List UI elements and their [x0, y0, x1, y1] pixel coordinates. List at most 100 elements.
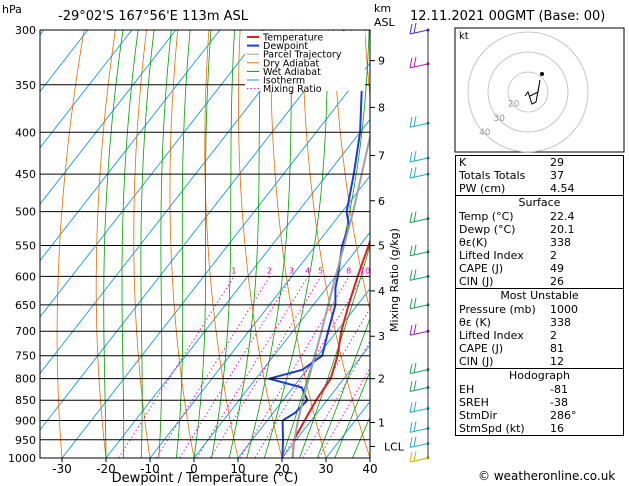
- sreh-value: -38: [550, 396, 568, 409]
- pressure-tick-label: 300: [15, 24, 36, 37]
- tt-value: 37: [550, 169, 564, 182]
- km-tick-label: 9: [378, 55, 385, 68]
- wind-barb-flag: [413, 211, 417, 222]
- km-label: km: [374, 2, 391, 15]
- wet-adiabat-line: [193, 30, 212, 458]
- wind-barb-flag: [409, 437, 413, 448]
- surface-title: Surface: [518, 196, 561, 209]
- wind-barb-staff: [409, 173, 429, 179]
- wind-barb-flag: [409, 298, 413, 309]
- wind-barb-flag: [409, 245, 413, 256]
- pressure-tick-label: 400: [15, 126, 36, 139]
- wind-barb-flag: [413, 150, 417, 162]
- wind-barb-flag: [413, 362, 417, 373]
- stmdir-label: StmDir: [459, 409, 498, 422]
- most-unstable-section: Most Unstable Pressure (mb) 1000 θε (K) 33…: [456, 288, 623, 368]
- cin-label: CIN (J): [459, 275, 494, 288]
- dewp-value: 20.1: [550, 223, 575, 236]
- mixing-ratio-line: [239, 276, 350, 458]
- wind-barb-flag: [409, 212, 413, 223]
- wind-barb-flag: [409, 422, 413, 433]
- km-tick-label: 2: [378, 373, 385, 386]
- x-axis-label: Dewpoint / Temperature (°C): [112, 471, 299, 486]
- hodograph-ring-label: 40: [479, 128, 491, 138]
- pressure-tick-label: 950: [15, 434, 36, 447]
- wind-barb-flag: [409, 168, 413, 179]
- temperature-tick-label: 10: [230, 462, 245, 476]
- km-tick-label: 8: [378, 101, 385, 114]
- hodograph-ring-label: 20: [508, 99, 520, 109]
- wind-barb-flag: [409, 381, 413, 392]
- wind-barb-staff: [409, 122, 429, 128]
- temp-label: Temp (°C): [459, 210, 514, 223]
- wet-adiabat-line: [334, 370, 370, 458]
- mixing-ratio-line: [318, 367, 370, 458]
- wind-barb-flag: [409, 270, 413, 281]
- km-tick-label: 6: [378, 195, 385, 208]
- isotherm-line: [237, 288, 370, 458]
- legend-label: Wet Adiabat: [263, 67, 321, 78]
- wind-barb-staff: [409, 427, 429, 433]
- mu-li-value: 2: [550, 329, 557, 342]
- wind-barb-staff: [409, 63, 429, 69]
- wind-barb-flag: [409, 57, 413, 68]
- wind-barb-flag: [409, 23, 413, 35]
- isotherm-line: [149, 175, 370, 458]
- mixing-ratio-axis-label: Mixing Ratio (g/kg): [388, 228, 401, 332]
- wind-barb-staff: [409, 330, 429, 336]
- hodograph-storm-motion: [540, 72, 544, 76]
- wind-barb-flag: [413, 167, 417, 178]
- wind-barb-flag: [413, 450, 417, 462]
- pressure-tick-label: 600: [15, 270, 36, 283]
- mixing-ratio-label: 2: [267, 266, 272, 275]
- isotherm-line: [40, 30, 353, 431]
- mu-pres-label: Pressure (mb): [459, 303, 536, 316]
- wind-barb-flag: [413, 297, 417, 308]
- temperature-tick-label: 20: [274, 462, 289, 476]
- wind-barb-flag: [409, 363, 413, 374]
- hodograph-unit-label: kt: [459, 31, 469, 42]
- hodograph-trace: [524, 79, 541, 105]
- copyright-footer: © weatheronline.co.uk: [478, 469, 616, 483]
- pressure-tick-label: 750: [15, 350, 36, 363]
- dewp-label: Dewp (°C): [459, 223, 516, 236]
- mixing-ratio-line: [118, 276, 235, 458]
- tt-label: Totals Totals: [459, 169, 526, 182]
- wind-barb-staff: [409, 457, 429, 463]
- mixing-ratio-label: 3: [289, 266, 294, 275]
- isotherm-line: [193, 231, 370, 458]
- eh-label: EH: [459, 383, 475, 396]
- km-tick-label: 1: [378, 417, 385, 430]
- wind-barb-flag: [413, 401, 417, 412]
- temperature-tick-label: -10: [140, 462, 160, 476]
- plot-frame: [39, 29, 371, 459]
- li-label: Lifted Index: [459, 249, 524, 262]
- temperature-tick-label: 40: [362, 462, 377, 476]
- pressure-tick-label: 550: [15, 239, 36, 252]
- pw-label: PW (cm): [459, 182, 506, 195]
- mu-cin-label: CIN (J): [459, 355, 494, 368]
- mu-title: Most Unstable: [500, 289, 579, 302]
- pressure-tick-label: 800: [15, 373, 36, 386]
- mixing-ratio-label: 8: [346, 266, 351, 275]
- hodograph-ring: [507, 71, 549, 113]
- sreh-label: SREH: [459, 396, 489, 409]
- stats-panel: K 29 Totals Totals 37 PW (cm) 4.54 Surface …: [455, 155, 624, 436]
- legend-label: Parcel Trajectory: [263, 50, 342, 61]
- mu-pres-value: 1000: [550, 303, 578, 316]
- pw-value: 4.54: [550, 182, 575, 195]
- mixing-ratio-label: 10: [360, 266, 370, 275]
- wind-barb-flag: [409, 117, 413, 128]
- cape-label: CAPE (J): [459, 262, 504, 275]
- legend-label: Isotherm: [263, 76, 305, 87]
- hodograph-ring: [487, 51, 569, 133]
- wind-barb-flag: [409, 451, 413, 463]
- lcl-label: LCL: [384, 440, 405, 453]
- wind-barb-staff: [409, 369, 429, 375]
- pressure-tick-label: 450: [15, 168, 36, 181]
- mu-cape-value: 81: [550, 342, 564, 355]
- wind-barb-flag: [413, 380, 417, 391]
- wind-barb-staff: [409, 386, 429, 392]
